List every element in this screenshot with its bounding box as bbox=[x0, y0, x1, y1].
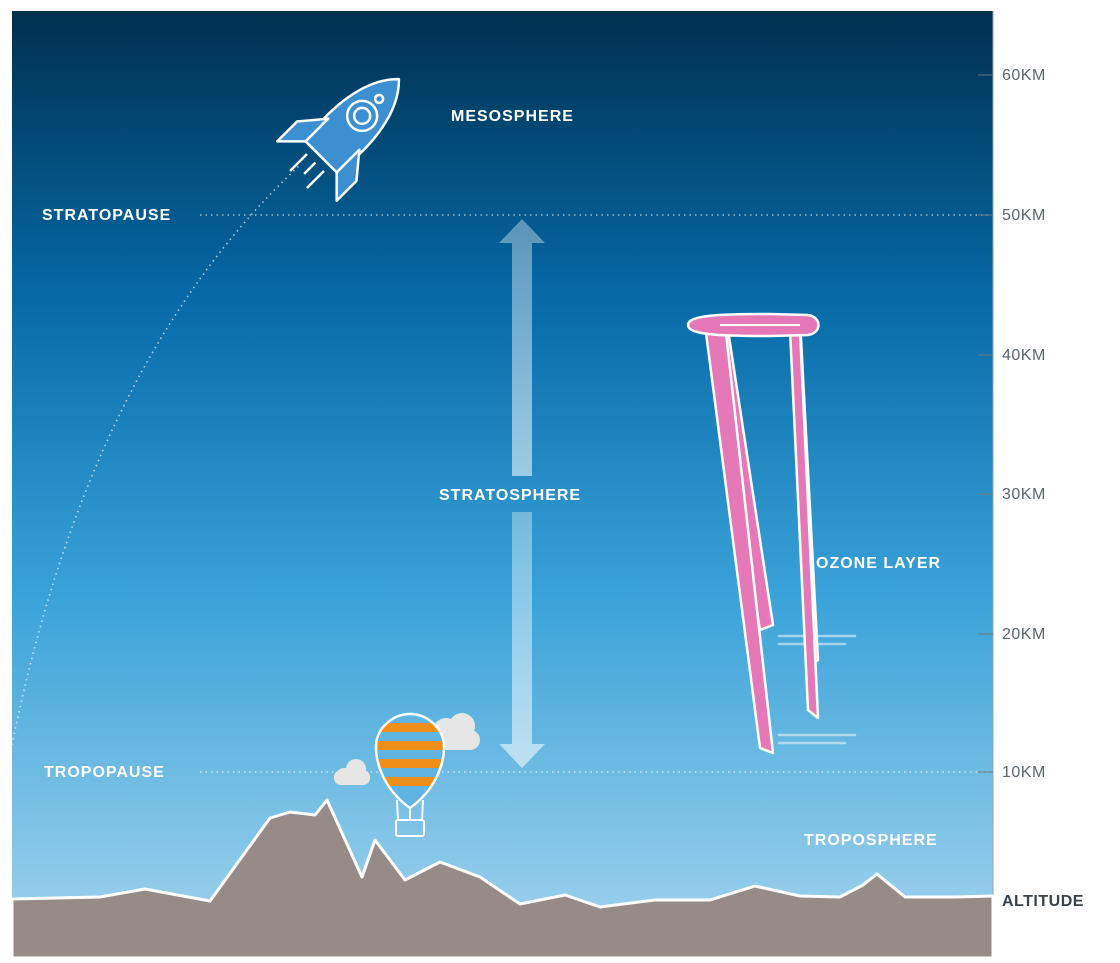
stratosphere-range-arrow bbox=[499, 219, 545, 768]
tick-label-20km: 20KM bbox=[1002, 626, 1046, 643]
mesosphere-label: MESOSPHERE bbox=[451, 108, 574, 125]
sky-background bbox=[12, 11, 993, 958]
tick-label-10km: 10KM bbox=[1002, 764, 1046, 781]
altitude-axis-label: ALTITUDE bbox=[1002, 893, 1084, 910]
tick-label-60km: 60KM bbox=[1002, 67, 1046, 84]
stratosphere-label: STRATOSPHERE bbox=[439, 487, 582, 504]
cloud-icon bbox=[334, 759, 370, 785]
ozone-layer-label: OZONE LAYER bbox=[816, 555, 942, 572]
mountains bbox=[10, 798, 995, 960]
tick-label-50km: 50KM bbox=[1002, 207, 1046, 224]
stratopause-label: STRATOPAUSE bbox=[42, 207, 172, 224]
tick-label-40km: 40KM bbox=[1002, 347, 1046, 364]
axis-ticks bbox=[978, 74, 993, 773]
tick-label-30km: 30KM bbox=[1002, 486, 1046, 503]
troposphere-label: TROPOSPHERE bbox=[804, 832, 938, 849]
rocket-icon bbox=[276, 77, 401, 202]
airplane-icon bbox=[686, 312, 857, 755]
tropopause-label: TROPOPAUSE bbox=[44, 764, 165, 781]
